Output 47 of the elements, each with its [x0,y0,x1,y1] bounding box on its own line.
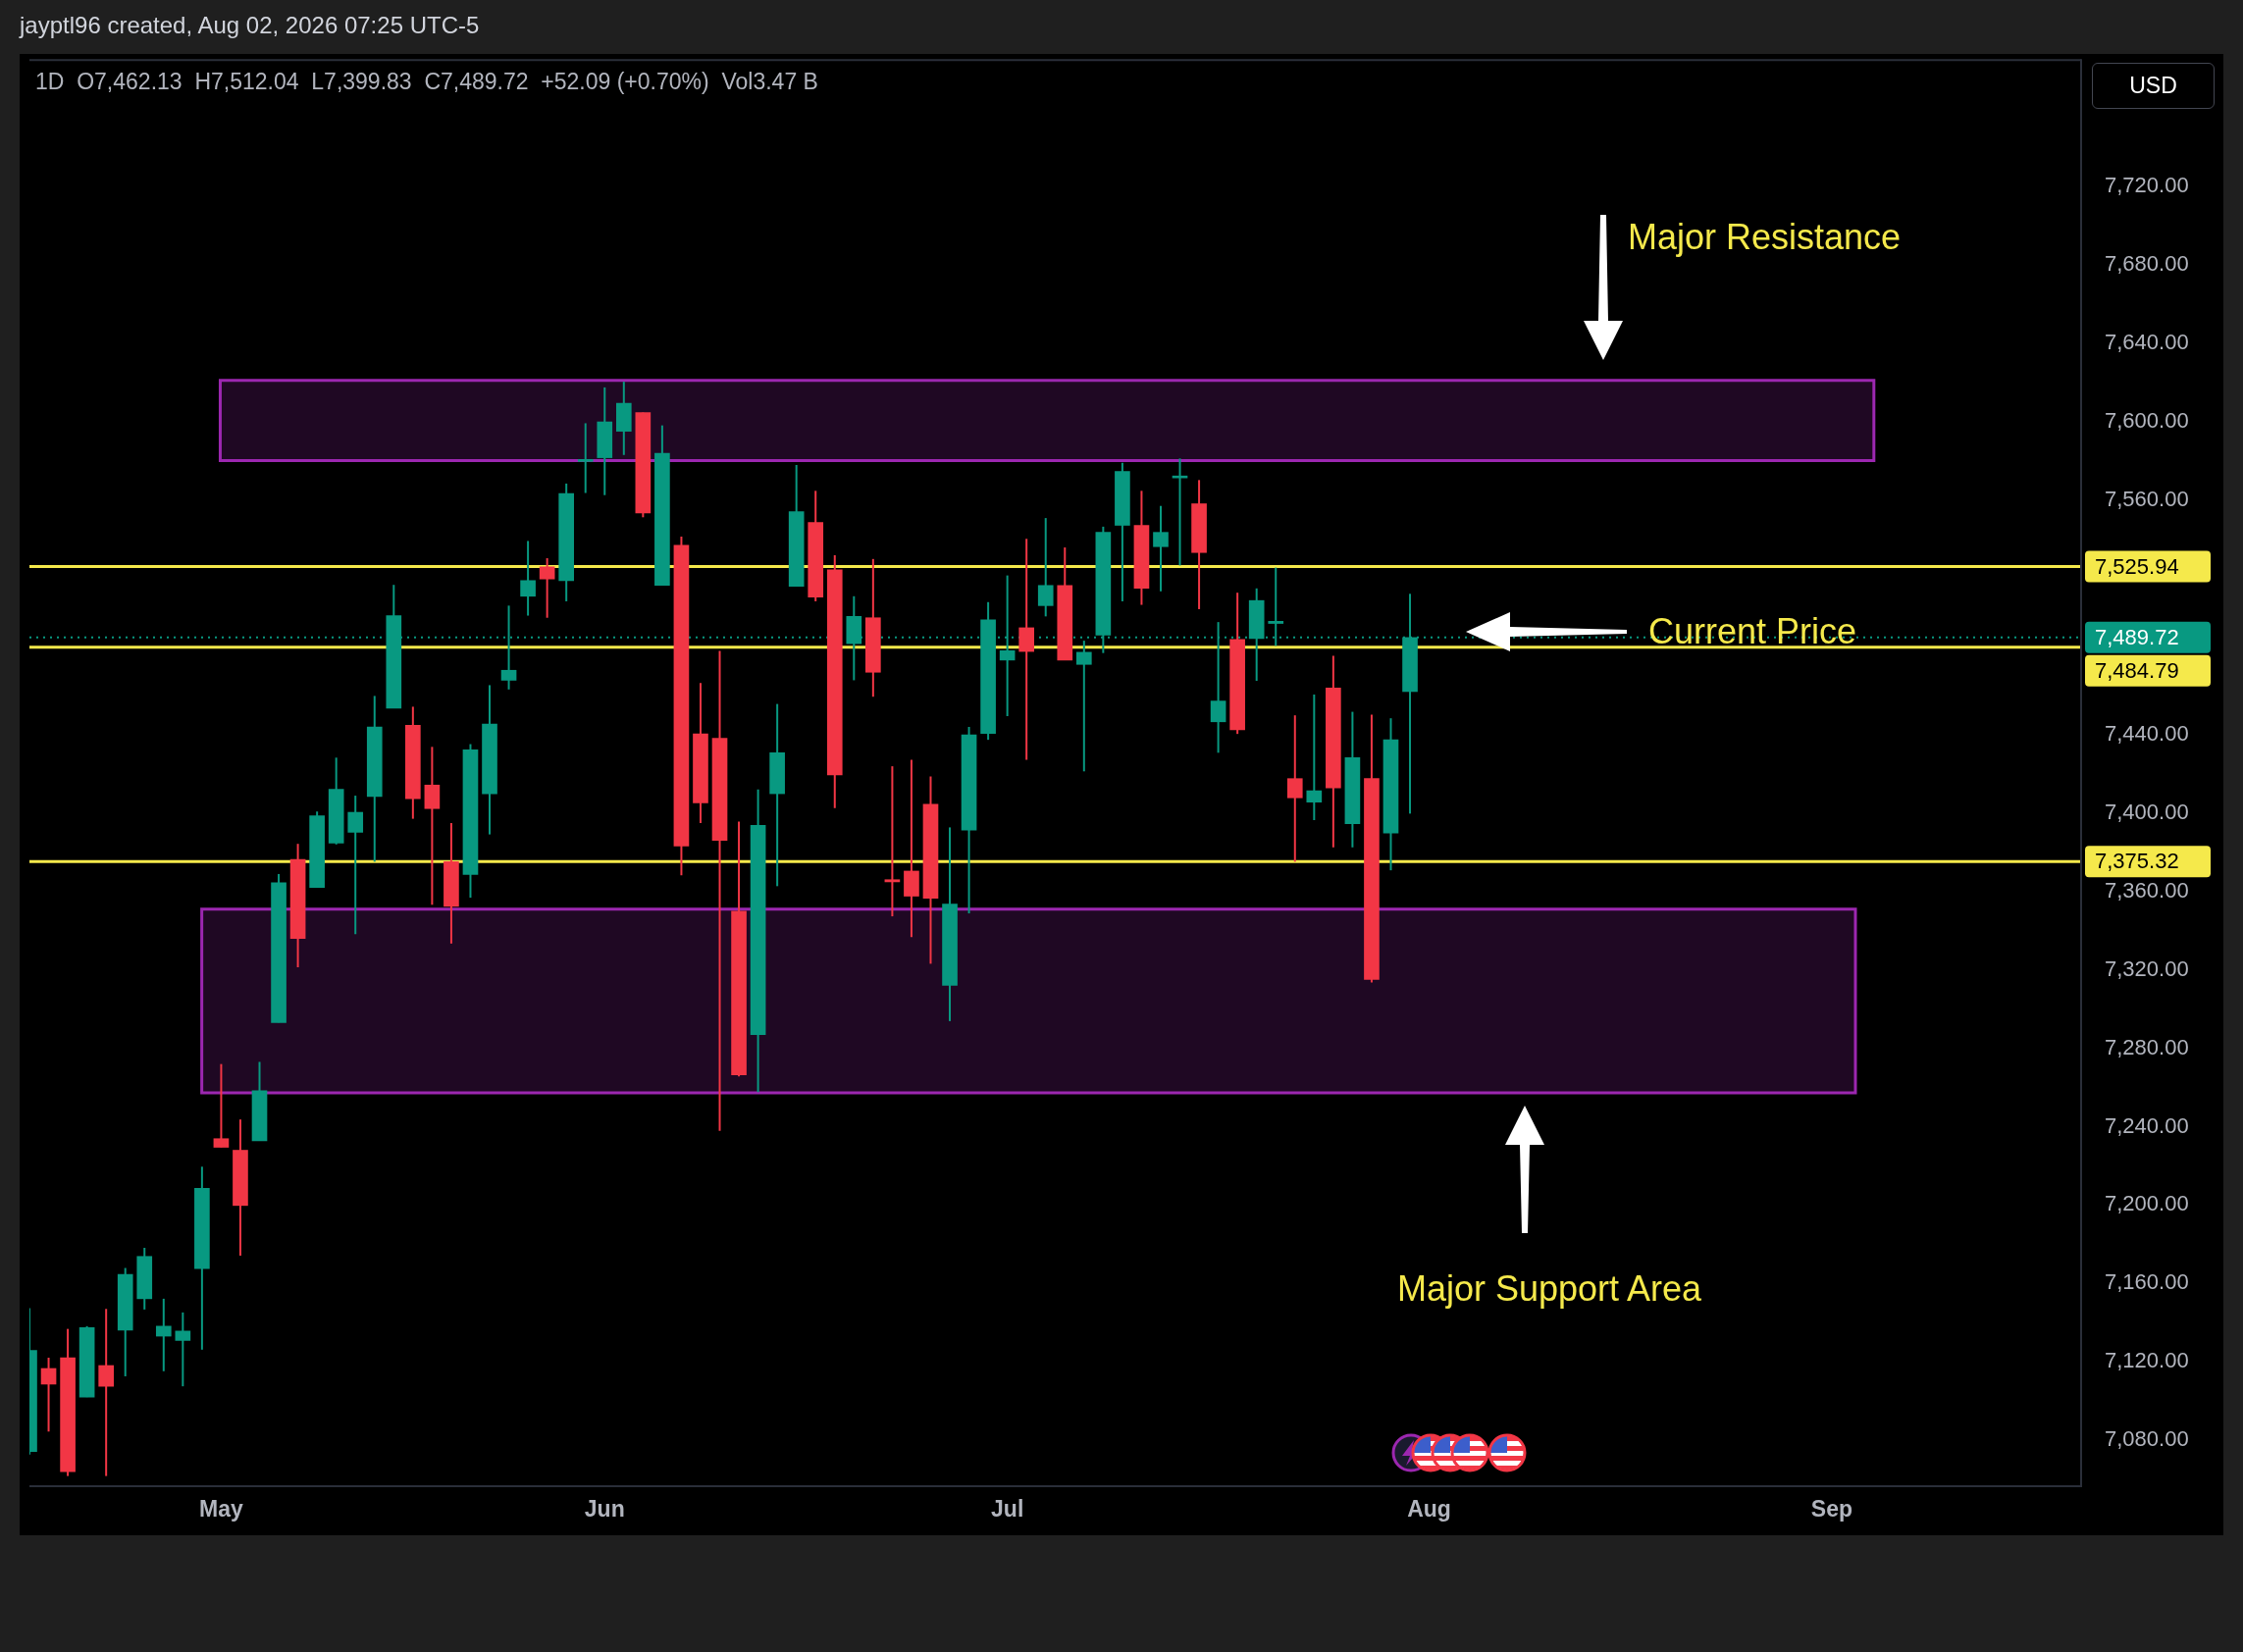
x-tick-label: Jul [991,1496,1024,1523]
candlestick [577,422,594,494]
candlestick [155,1297,172,1372]
text: jayptl96 created, Aug 02, 2026 07:25 UTC-5 [20,12,480,38]
candlestick [520,540,536,617]
candlestick [1153,504,1169,593]
y-tick-label: 7,240.00 [2105,1112,2189,1138]
y-tick-label: 7,120.00 [2105,1348,2189,1373]
x-tick-label: Jun [584,1496,625,1523]
candlestick [1075,640,1092,773]
candlestick [1286,714,1303,863]
y-tick-label: 7,680.00 [2105,250,2189,276]
y-tick-label: 7,720.00 [2105,173,2189,198]
candlestick [175,1311,191,1388]
y-tick-label: 7,280.00 [2105,1034,2189,1059]
candlestick [213,1062,230,1149]
x-tick-label: Aug [1407,1496,1451,1523]
ref-line-label: 7,489.72 [2095,624,2179,649]
candlestick [98,1308,114,1477]
y-tick-label: 7,400.00 [2105,800,2189,825]
annotation: Major Resistance [1627,217,1902,257]
candlestick [40,1357,57,1433]
ref-line-label: 7,484.79 [2095,657,2179,683]
candlestick [1018,538,1035,761]
ref-line-label: 7,375.32 [2095,849,2179,874]
y-tick-label: 7,160.00 [2105,1269,2189,1295]
y-tick-label: 7,440.00 [2105,721,2189,747]
candlestick [539,557,555,619]
x-tick-label: Sep [1810,1496,1853,1523]
y-tick-label: 7,320.00 [2105,955,2189,981]
y-tick-label: 7,600.00 [2105,407,2189,433]
y-tick-label: 7,560.00 [2105,486,2189,511]
x-tick-label: May [199,1496,243,1523]
y-tick-label: 7,360.00 [2105,877,2189,903]
annotation: Major Support Area [1396,1268,1702,1309]
y-tick-label: 7,080.00 [2105,1426,2189,1452]
chart-subtitle: 1D O7,462.13 H7,512.04 L7,399.83 C7,489.72 +52.09 (+0.70%) Vol3.47 B [35,69,818,95]
candlestick [1306,694,1323,822]
candlestick [884,765,901,918]
y-tick-label: 7,200.00 [2105,1191,2189,1216]
text: USD [2092,63,2215,109]
candlestick [1210,621,1226,754]
candlestick [1037,517,1054,618]
ref-line-label: 7,525.94 [2095,553,2179,579]
y-tick-label: 7,640.00 [2105,329,2189,354]
annotation: Current Price [1647,611,1857,651]
candlestick [347,795,364,936]
